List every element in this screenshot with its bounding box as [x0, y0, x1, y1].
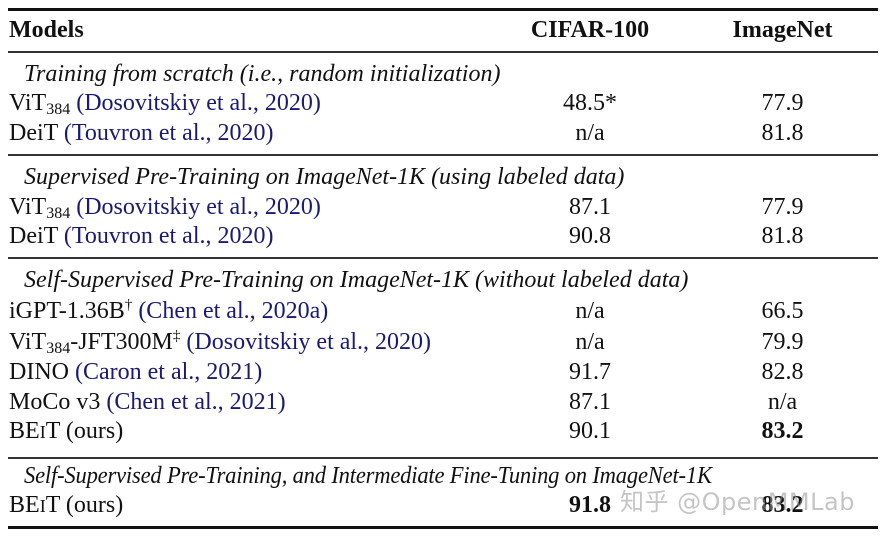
col-header-models: Models — [9, 17, 84, 43]
model-name-beit: BEIT (ours) — [9, 418, 124, 444]
citation-link[interactable]: (Dosovitskiy et al., 2020) — [76, 90, 321, 116]
section-rule-3 — [8, 457, 878, 459]
model-name: DeiT (Touvron et al., 2020) — [9, 120, 274, 146]
table-row: BEIT (ours) 91.8 83.2 — [0, 490, 885, 520]
table-row: iGPT-1.36B† (Chen et al., 2020a) n/a 66.… — [0, 296, 885, 326]
imagenet-value-best: 83.2 — [761, 492, 804, 518]
section-title-self-supervised: Self-Supervised Pre-Training on ImageNet… — [24, 267, 689, 293]
section-title-scratch: Training from scratch (i.e., random init… — [24, 61, 501, 87]
imagenet-value-best: 83.2 — [761, 418, 804, 444]
imagenet-value: 81.8 — [761, 223, 804, 249]
table-row: ViT384-JFT300M‡ (Dosovitskiy et al., 202… — [0, 327, 885, 357]
section-title-intermediate-finetune: Self-Supervised Pre-Training, and Interm… — [24, 463, 712, 489]
top-rule — [8, 8, 878, 11]
cifar-value: 91.7 — [569, 359, 611, 385]
imagenet-value: 82.8 — [761, 359, 804, 385]
table-row: DeiT (Touvron et al., 2020) 90.8 81.8 — [0, 221, 885, 251]
citation-link[interactable]: (Touvron et al., 2020) — [63, 120, 274, 146]
citation-link[interactable]: (Dosovitskiy et al., 2020) — [76, 194, 321, 220]
imagenet-value: n/a — [767, 389, 798, 415]
model-name: iGPT-1.36B† (Chen et al., 2020a) — [9, 297, 329, 325]
model-name: ViT384 (Dosovitskiy et al., 2020) — [9, 90, 321, 118]
cifar-value: n/a — [575, 298, 605, 324]
cifar-value: 87.1 — [569, 389, 611, 415]
cifar-value: n/a — [575, 120, 605, 146]
col-header-imagenet: ImageNet — [732, 17, 833, 43]
table-row: ViT384 (Dosovitskiy et al., 2020) 48.5* … — [0, 88, 885, 118]
citation-link[interactable]: (Chen et al., 2021) — [106, 389, 286, 415]
cifar-value: 48.5* — [563, 90, 617, 116]
model-name: DeiT (Touvron et al., 2020) — [9, 223, 274, 249]
imagenet-value: 77.9 — [761, 90, 804, 116]
col-header-cifar100: CIFAR-100 — [530, 17, 650, 43]
citation-link[interactable]: (Dosovitskiy et al., 2020) — [186, 329, 432, 355]
cifar-value: 90.1 — [569, 418, 611, 444]
section-rule-1 — [8, 154, 878, 156]
cifar-value: 90.8 — [569, 223, 611, 249]
model-name: ViT384-JFT300M‡ (Dosovitskiy et al., 202… — [9, 328, 432, 357]
model-name: ViT384 (Dosovitskiy et al., 2020) — [9, 194, 321, 222]
citation-link[interactable]: (Touvron et al., 2020) — [63, 223, 274, 249]
cifar-value: 87.1 — [569, 194, 611, 220]
table-row: BEIT (ours) 90.1 83.2 — [0, 416, 885, 446]
table-row: DINO (Caron et al., 2021) 91.7 82.8 — [0, 357, 885, 387]
cifar-value: n/a — [575, 329, 605, 355]
citation-link[interactable]: (Chen et al., 2020a) — [138, 298, 329, 324]
section-rule-2 — [8, 257, 878, 259]
header-rule — [8, 51, 878, 53]
imagenet-value: 81.8 — [761, 120, 804, 146]
model-name-beit: BEIT (ours) — [9, 492, 124, 518]
imagenet-value: 79.9 — [761, 329, 804, 355]
cifar-value-best: 91.8 — [569, 492, 611, 518]
imagenet-value: 77.9 — [761, 194, 804, 220]
model-name: DINO (Caron et al., 2021) — [9, 359, 263, 385]
table-row: ViT384 (Dosovitskiy et al., 2020) 87.1 7… — [0, 192, 885, 222]
bottom-rule — [8, 526, 878, 529]
table-header: Models CIFAR-100 ImageNet — [0, 15, 885, 45]
section-title-supervised: Supervised Pre-Training on ImageNet-1K (… — [24, 164, 625, 190]
model-name: MoCo v3 (Chen et al., 2021) — [9, 389, 286, 415]
imagenet-value: 66.5 — [761, 298, 804, 324]
citation-link[interactable]: (Caron et al., 2021) — [75, 359, 263, 385]
watermark: 知乎 @OpenMMLab — [620, 488, 855, 516]
table-row: MoCo v3 (Chen et al., 2021) 87.1 n/a — [0, 387, 885, 417]
table-row: DeiT (Touvron et al., 2020) n/a 81.8 — [0, 118, 885, 148]
